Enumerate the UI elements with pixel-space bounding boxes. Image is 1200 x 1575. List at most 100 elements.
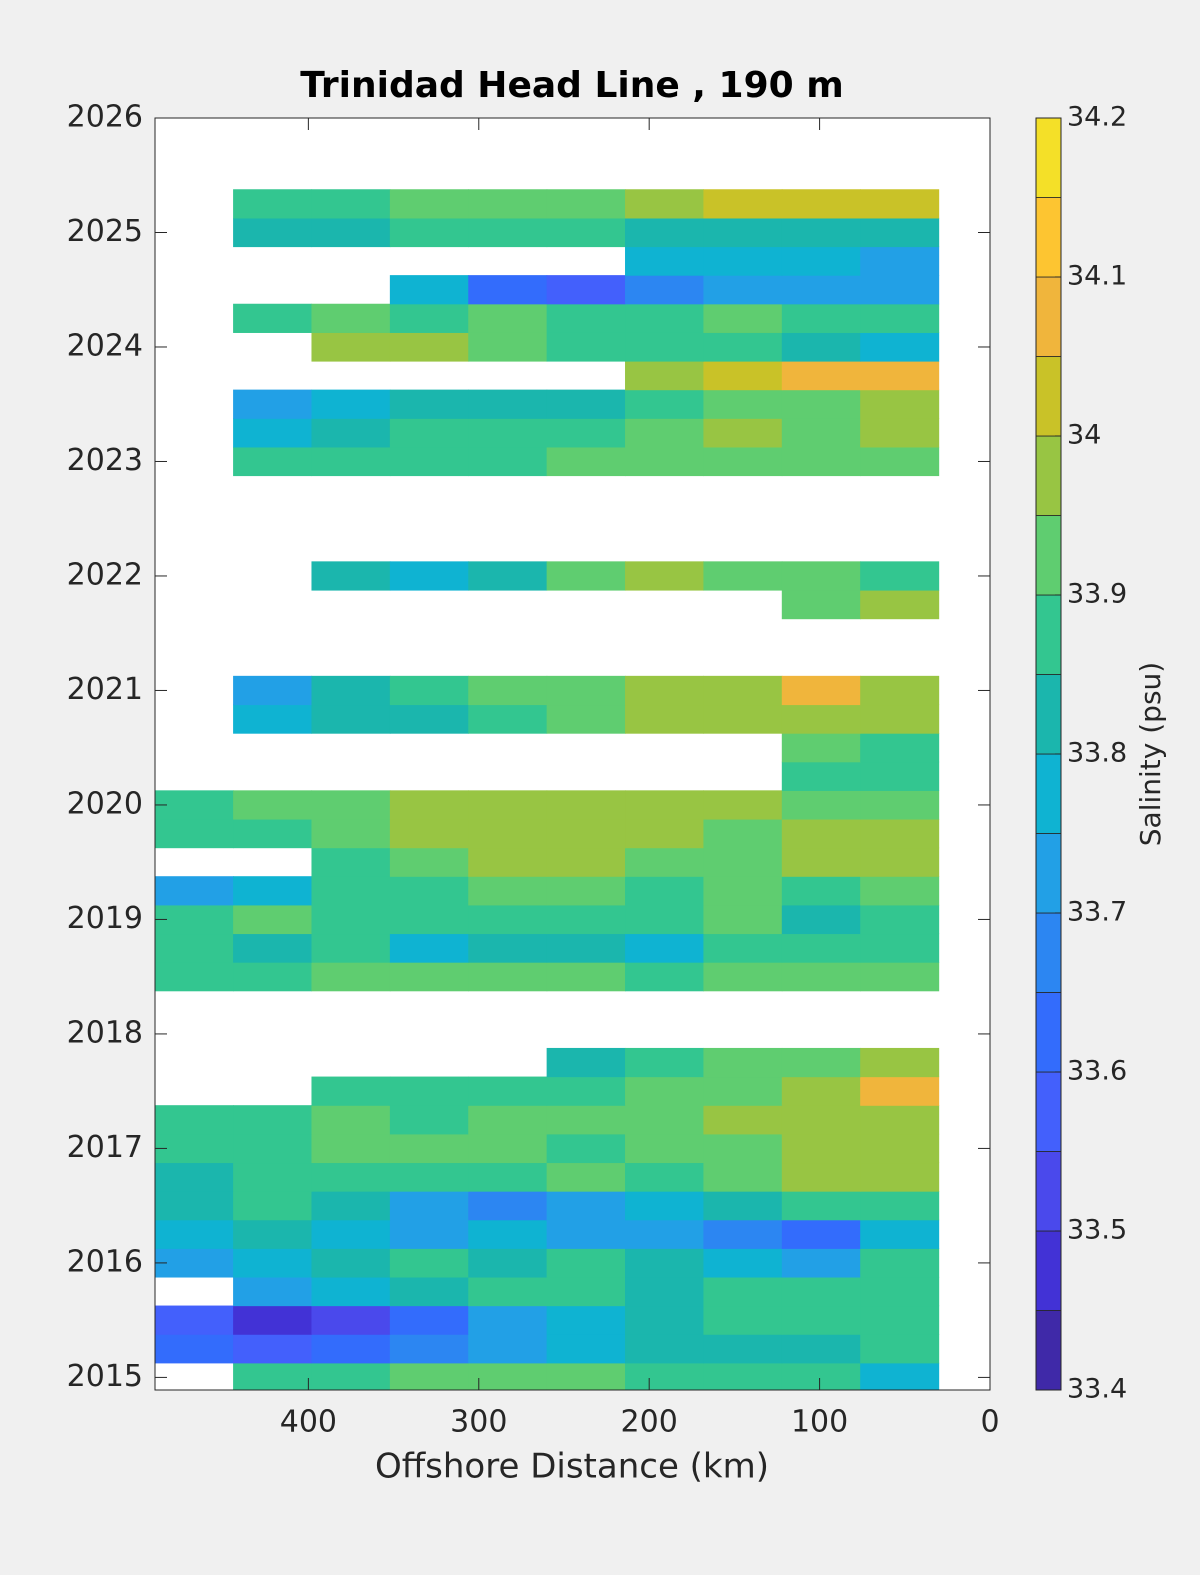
contour-cell [703,818,783,849]
contour-cell [781,675,861,706]
contour-cell [311,446,391,477]
contour-cell [468,933,548,963]
contour-cell [781,189,861,219]
contour-cell [860,189,940,219]
contour-cell [233,818,313,849]
contour-cell [860,818,940,849]
colorbar-swatch [1035,197,1062,278]
contour-cell [625,1076,705,1106]
contour-cell [625,1219,705,1249]
contour-cell [154,1334,234,1364]
contour-cell [625,904,705,935]
contour-cell [703,904,783,935]
contour-cell [389,1248,469,1278]
contour-cell [860,1076,940,1106]
contour-cell [468,847,548,877]
contour-cell [468,1105,548,1135]
contour-cell [703,389,783,419]
contour-cell [389,561,469,591]
contour-cell [781,1334,861,1364]
contour-cell [546,1362,626,1391]
contour-cell [468,332,548,362]
contour-cell [311,1162,391,1192]
contour-cell [860,1191,940,1221]
contour-cell [703,1191,783,1221]
x-tick-label: 100 [791,1405,848,1440]
contour-cell [233,1191,313,1221]
contour-cell [546,933,626,963]
contour-cell [311,189,391,219]
contour-cell [625,303,705,333]
contour-cell [154,904,234,935]
contour-cell [546,217,626,248]
contour-cell [781,933,861,963]
contour-cell [781,904,861,935]
contour-cell [546,446,626,477]
contour-cell [546,704,626,734]
axes-frame [154,117,991,1391]
contour-cell [311,818,391,849]
contour-cell [703,847,783,877]
y-tick-label: 2024 [67,328,143,363]
contour-cell [389,876,469,906]
contour-cell [703,360,783,391]
contour-cell [625,217,705,248]
contour-cell [233,1248,313,1278]
contour-cell [546,818,626,849]
contour-cell [389,704,469,734]
colorbar-swatch [1035,276,1062,357]
contour-cell [546,847,626,877]
contour-cell [546,1305,626,1335]
contour-cell [546,1162,626,1192]
contour-cell [233,418,313,448]
contour-cell [468,446,548,477]
contour-cell [625,847,705,877]
y-tick-label: 2015 [67,1359,143,1394]
contour-cell [468,904,548,935]
contour-cell [154,1133,234,1164]
contour-cell [860,876,940,906]
contour-cell [781,818,861,849]
contour-cell [233,962,313,992]
contour-cell [703,1334,783,1364]
contour-cell [311,1305,391,1335]
contour-cell [311,1248,391,1278]
contour-cell [860,761,940,791]
contour-cell [311,418,391,448]
contour-cell [703,876,783,906]
contour-cell [154,1305,234,1335]
contour-cell [389,790,469,820]
contour-cell [546,876,626,906]
contour-cell [311,1105,391,1135]
colorbar-swatch [1035,833,1062,914]
colorbar-swatch [1035,674,1062,755]
contour-cell [703,217,783,248]
contour-cell [781,246,861,276]
contour-cell [311,1191,391,1221]
contour-cell [781,847,861,877]
contour-cell [703,446,783,477]
contour-cell [546,275,626,305]
contour-cell [625,275,705,305]
contour-cell [311,876,391,906]
contour-cell [703,1162,783,1192]
contour-cell [389,1276,469,1307]
contour-cell [389,189,469,219]
colorbar-swatch [1035,1071,1062,1152]
contour-cell [233,704,313,734]
contour-cell [703,1133,783,1164]
colorbar-tick-label: 34.2 [1067,102,1127,133]
contour-cell [860,790,940,820]
contour-cell [625,418,705,448]
contour-cell [625,1276,705,1307]
contour-cell [468,675,548,706]
contour-cell [468,389,548,419]
contour-cell [233,790,313,820]
contour-cell [311,1334,391,1364]
contour-cell [311,303,391,333]
contour-cell [781,589,861,620]
contour-cell [311,704,391,734]
contour-cell [860,1248,940,1278]
contour-cell [860,733,940,763]
contour-cell [781,561,861,591]
